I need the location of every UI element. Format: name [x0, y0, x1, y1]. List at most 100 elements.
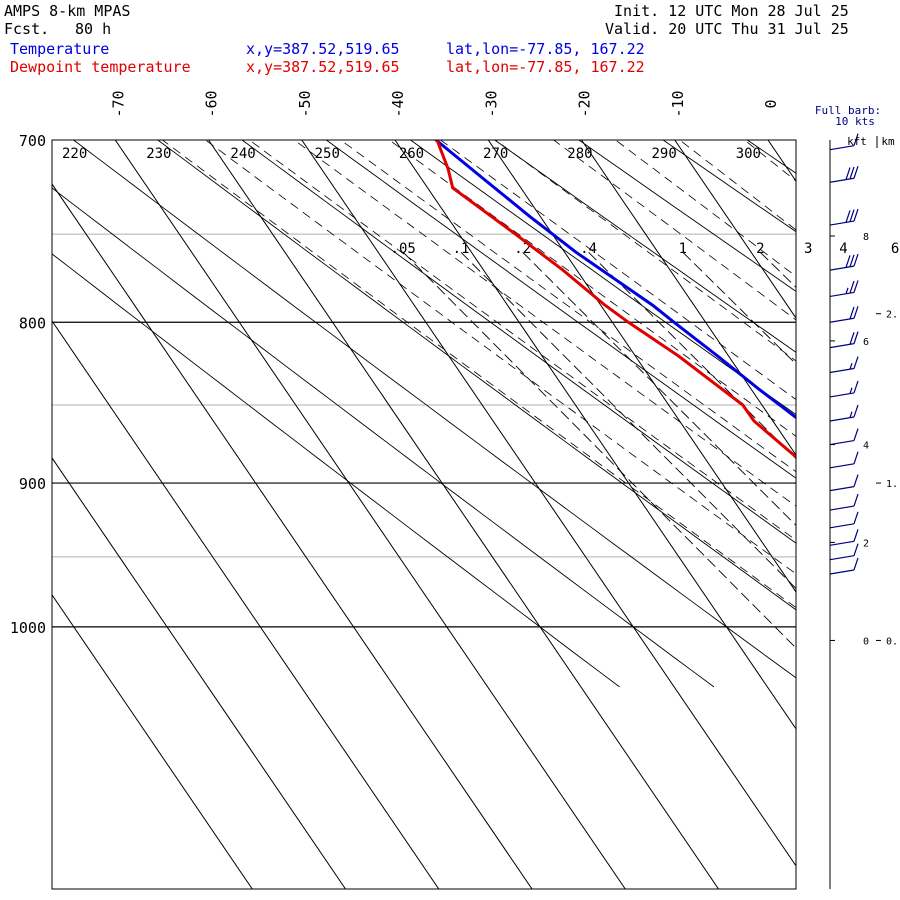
- wind-barb-staff: [829, 523, 855, 529]
- wind-barb-flag: [849, 280, 855, 294]
- moist-adiabat-line: [870, 140, 900, 687]
- wind-barb-flag: [853, 253, 859, 267]
- mixing-ratio-line: [402, 251, 796, 649]
- model-title: AMPS 8-km MPAS: [4, 2, 131, 20]
- isotherm-label: -70: [109, 90, 127, 117]
- wind-barb-flag: [845, 255, 851, 268]
- moist-adiabat-line: [440, 140, 796, 401]
- moist-adiabat-line: [495, 140, 796, 362]
- mixing-ratio-line: [682, 251, 796, 365]
- wind-barb-flag: [853, 133, 859, 146]
- dry-adiabat-line: [326, 140, 796, 479]
- wind-barb-staff: [829, 555, 855, 561]
- legend-temperature-latlon: lat,lon=-77.85, 167.22: [446, 40, 645, 58]
- isotherm-line: [114, 140, 626, 889]
- wind-barb-flag: [853, 511, 859, 524]
- pressure-label: 800: [19, 314, 46, 332]
- height-km-tick-label: 2.: [886, 310, 898, 321]
- wind-barb-half-flag: [849, 387, 853, 394]
- dry-adiabat-line: [52, 187, 715, 688]
- plot-frame: [51, 139, 797, 890]
- mixing-ratio-label: .05: [391, 241, 416, 257]
- moist-adiabat-line: [808, 140, 900, 687]
- height-kft-label: kft: [847, 135, 867, 148]
- wind-barb: [829, 474, 859, 492]
- dry-adiabat-line: [578, 140, 796, 292]
- dry-adiabat-label: 220: [62, 146, 87, 162]
- height-kft-tick-label: 0: [863, 636, 869, 647]
- mixing-ratio-label: .1: [453, 241, 470, 257]
- moist-adiabat-line: [340, 140, 796, 473]
- isotherm-line: [487, 140, 796, 593]
- legend-temperature-xy: x,y=387.52,519.65: [246, 40, 400, 58]
- moist-adiabat-line: [293, 140, 796, 507]
- isotherm-label: -60: [203, 90, 221, 117]
- wind-barb: [829, 493, 859, 511]
- dry-adiabat-line: [662, 140, 796, 233]
- mixing-ratio-line: [460, 251, 796, 590]
- wind-barb-flag: [853, 166, 859, 179]
- barb-key-line1: Full barb:: [815, 104, 881, 117]
- moist-adiabat-line: [389, 140, 796, 437]
- wind-barb-flag: [853, 306, 859, 319]
- wind-barb: [829, 428, 859, 446]
- moist-adiabat-line: [615, 140, 796, 277]
- dry-adiabat-label: 290: [651, 146, 676, 162]
- wind-barb-staff: [829, 540, 855, 546]
- wind-barb-flag: [845, 210, 851, 223]
- legend-temperature-name: Temperature: [10, 40, 110, 58]
- mixing-ratio-label: 1: [679, 241, 687, 257]
- wind-barb-flag: [853, 474, 859, 487]
- forecast-label: Fcst.: [4, 20, 50, 38]
- mixing-ratio-label: .2: [514, 241, 531, 257]
- isotherm-line: [767, 140, 796, 183]
- height-kft-tick-label: 4: [863, 441, 869, 452]
- isotherm-label: 0: [762, 99, 780, 108]
- dry-adiabat-label: 270: [483, 146, 508, 162]
- wind-barb-flag: [853, 451, 859, 464]
- isotherm-line: [52, 593, 253, 889]
- height-km-label: km: [881, 135, 895, 148]
- dry-adiabat-line: [52, 253, 620, 688]
- wind-barb-half-flag: [849, 362, 853, 370]
- wind-barb-flag: [853, 428, 859, 441]
- mixing-ratio-line: [522, 251, 796, 527]
- pressure-label: 1000: [10, 619, 46, 637]
- dry-adiabat-label: 240: [230, 146, 255, 162]
- init-time: Init. 12 UTC Mon 28 Jul 25: [614, 2, 849, 20]
- height-kft-tick-label: 2: [863, 538, 869, 549]
- isotherm-label: -30: [482, 90, 500, 117]
- dry-adiabat-line: [494, 140, 796, 353]
- wind-barb-staff: [829, 486, 855, 492]
- mixing-ratio-label: 3: [804, 241, 812, 257]
- mixing-ratio-label: 6: [891, 241, 899, 257]
- wind-barb: [829, 280, 859, 298]
- wind-barb-staff: [829, 505, 855, 511]
- wind-barb-flag: [849, 166, 855, 180]
- isotherm-line: [301, 140, 796, 867]
- isotherm-line: [394, 140, 796, 730]
- wind-barb: [829, 543, 859, 561]
- wind-barb: [829, 133, 859, 151]
- isotherm-line: [581, 140, 796, 456]
- isotherm-line: [52, 457, 346, 889]
- dry-adiabat-line: [410, 140, 796, 416]
- mixing-ratio-line: [588, 251, 796, 460]
- height-kft-tick-label: 6: [863, 337, 869, 348]
- isotherm-line: [52, 183, 533, 889]
- wind-barb-staff: [829, 439, 855, 446]
- height-km-tick-label: 0.: [886, 636, 898, 647]
- dry-adiabat-line: [241, 140, 796, 544]
- mixing-ratio-label: .4: [580, 241, 597, 257]
- wind-barb-flag: [853, 380, 859, 394]
- dry-adiabat-line: [832, 140, 900, 687]
- isotherm-line: [674, 140, 796, 319]
- wind-barb-flag: [853, 557, 859, 571]
- isotherm-label: -40: [389, 90, 407, 117]
- wind-barb-flag: [853, 356, 859, 369]
- isotherm-label: -20: [576, 90, 594, 117]
- wind-barb: [829, 404, 859, 422]
- isotherm-label: -10: [669, 90, 687, 117]
- wind-barb-flag: [849, 306, 855, 320]
- wind-barb-flag: [853, 529, 859, 542]
